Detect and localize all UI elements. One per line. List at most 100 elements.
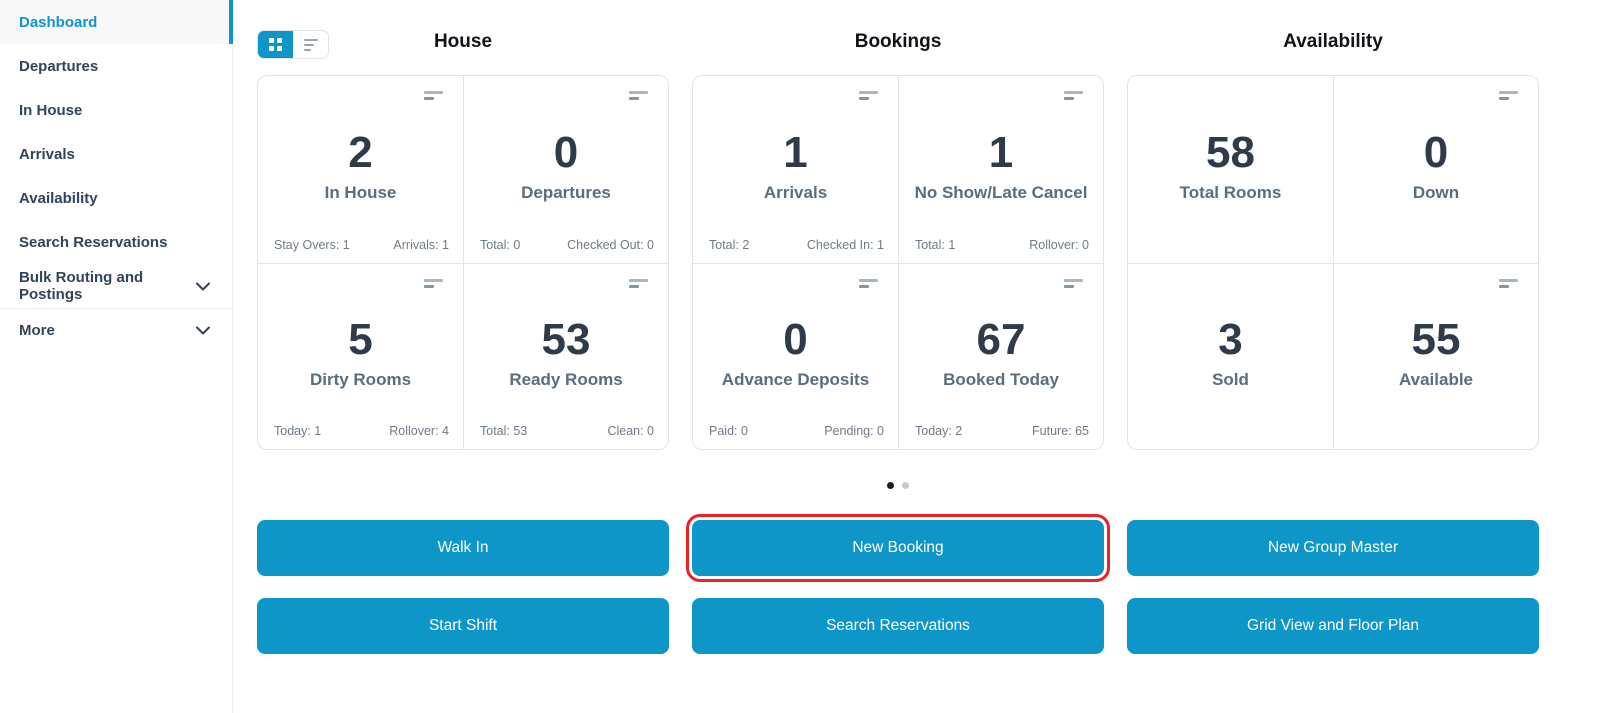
- action-button-row: Walk In New Booking New Group Master: [233, 514, 1610, 582]
- card-footer-right: Future: 65: [1032, 424, 1089, 438]
- pagination-dot-active[interactable]: [887, 482, 894, 489]
- card-footer: Total: 2 Checked In: 1: [709, 238, 884, 252]
- card-footer: Today: 2 Future: 65: [915, 424, 1089, 438]
- list-view-button[interactable]: [293, 31, 328, 58]
- new-booking-button[interactable]: New Booking: [686, 514, 1110, 582]
- stat-group: 58 Total Rooms 0 Down 3 Sold 55 Available: [1127, 75, 1539, 450]
- stat-card[interactable]: 58 Total Rooms: [1128, 76, 1333, 263]
- chevron-down-icon: [196, 282, 210, 291]
- stat-card[interactable]: 1 Arrivals Total: 2 Checked In: 1: [693, 76, 898, 263]
- card-menu-icon[interactable]: [424, 91, 443, 100]
- stat-label: Advance Deposits: [721, 369, 870, 389]
- group-titles: House Bookings Availability: [233, 31, 1610, 53]
- list-view-icon: [303, 38, 318, 51]
- card-menu-icon[interactable]: [859, 278, 878, 288]
- card-footer-left: Total: 2: [709, 237, 750, 252]
- card-footer-left: Total: 0: [480, 237, 521, 252]
- card-footer-left: Total: 53: [480, 424, 528, 438]
- card-footer-right: Clean: 0: [607, 424, 654, 438]
- sidebar-item-label: Bulk Routing and Postings: [19, 269, 144, 303]
- stat-value: 53: [541, 314, 591, 364]
- card-footer: Total: 53 Clean: 0: [480, 424, 654, 438]
- sidebar-item-label: Arrivals: [19, 145, 75, 163]
- grid-view-icon: [269, 38, 282, 51]
- card-menu-icon[interactable]: [859, 91, 878, 100]
- stat-card[interactable]: 0 Departures Total: 0 Checked Out: 0: [463, 76, 668, 263]
- stat-group: 1 Arrivals Total: 2 Checked In: 1 1 No Show/L…: [692, 75, 1104, 450]
- sidebar-item-availability[interactable]: Availability: [0, 176, 232, 220]
- pagination-dot[interactable]: [902, 482, 909, 489]
- stat-value: 3: [1218, 314, 1243, 364]
- main-content: House Bookings Availability 2 In House Stay …: [233, 0, 1610, 713]
- sidebar-item-label: Departures: [19, 57, 99, 75]
- stat-label: No Show/Late Cancel: [914, 182, 1088, 202]
- walk-in-button[interactable]: Walk In: [257, 520, 669, 576]
- stat-label: Ready Rooms: [509, 369, 623, 389]
- group-title: Availability: [1283, 31, 1383, 52]
- stat-label: Arrivals: [763, 182, 828, 202]
- card-menu-icon[interactable]: [1499, 91, 1518, 100]
- card-footer-right: Rollover: 0: [1029, 237, 1089, 252]
- stat-value: 58: [1206, 127, 1255, 177]
- sidebar-item-label: Search Reservations: [19, 233, 168, 251]
- sidebar-item-bulk-routing-and-postings[interactable]: Bulk Routing and Postings: [0, 264, 232, 308]
- card-footer: Total: 0 Checked Out: 0: [480, 238, 654, 252]
- stat-card[interactable]: 0 Down: [1333, 76, 1538, 263]
- start-shift-button[interactable]: Start Shift: [257, 598, 669, 654]
- stat-label: Total Rooms: [1179, 182, 1282, 202]
- group-title: House: [433, 31, 493, 52]
- new-group-master-button[interactable]: New Group Master: [1127, 520, 1539, 576]
- stat-card[interactable]: 2 In House Stay Overs: 1 Arrivals: 1: [258, 76, 463, 263]
- grid-view-button[interactable]: [258, 31, 293, 58]
- stat-label: Dirty Rooms: [309, 369, 412, 389]
- card-menu-icon[interactable]: [629, 278, 648, 288]
- header-row: House Bookings Availability: [233, 0, 1610, 75]
- card-menu-icon[interactable]: [424, 278, 443, 288]
- sidebar-item-dashboard[interactable]: Dashboard: [0, 0, 233, 44]
- stat-label: Departures: [521, 182, 611, 202]
- carousel-pagination: [257, 476, 1539, 494]
- sidebar-item-label: More: [19, 322, 55, 339]
- stat-value: 0: [1423, 127, 1449, 177]
- stat-label: Sold: [1212, 369, 1249, 389]
- stat-card[interactable]: 1 No Show/Late Cancel Total: 1 Rollover: 0: [898, 76, 1103, 263]
- stat-value: 0: [553, 127, 579, 177]
- stat-value: 0: [783, 314, 808, 364]
- sidebar-item-search-reservations[interactable]: Search Reservations: [0, 220, 232, 264]
- sidebar-item-more[interactable]: More: [0, 308, 232, 352]
- card-footer-left: Stay Overs: 1: [274, 237, 350, 252]
- group-title: Bookings: [854, 31, 942, 52]
- card-menu-icon[interactable]: [1064, 278, 1083, 288]
- stat-card[interactable]: 3 Sold: [1128, 262, 1333, 450]
- stat-value: 1: [783, 127, 808, 177]
- sidebar-item-in-house[interactable]: In House: [0, 88, 232, 132]
- card-menu-icon[interactable]: [1499, 278, 1518, 288]
- card-footer-right: Checked In: 1: [806, 237, 884, 252]
- stat-value: 55: [1411, 314, 1461, 364]
- sidebar-item-departures[interactable]: Departures: [0, 44, 232, 88]
- search-reservations-button[interactable]: Search Reservations: [692, 598, 1104, 654]
- stat-label: Down: [1412, 182, 1460, 202]
- stat-card[interactable]: 5 Dirty Rooms Today: 1 Rollover: 4: [258, 262, 463, 450]
- grid-view-and-floor-plan-button[interactable]: Grid View and Floor Plan: [1127, 598, 1539, 654]
- card-footer-right: Pending: 0: [824, 424, 884, 438]
- card-footer-right: Rollover: 4: [389, 424, 449, 438]
- sidebar-item-label: Availability: [19, 189, 98, 207]
- card-menu-icon[interactable]: [1064, 91, 1083, 100]
- view-toggle: [257, 30, 329, 59]
- sidebar-item-label: In House: [19, 101, 83, 119]
- sidebar: Dashboard Departures In House Arrivals Avail…: [0, 0, 233, 713]
- card-menu-icon[interactable]: [629, 91, 648, 100]
- card-footer-left: Today: 1: [274, 424, 322, 438]
- stat-card[interactable]: 67 Booked Today Today: 2 Future: 65: [898, 262, 1103, 449]
- card-footer: Stay Overs: 1 Arrivals: 1: [274, 238, 449, 252]
- stat-label: Available: [1398, 369, 1474, 389]
- stat-card[interactable]: 55 Available: [1333, 262, 1538, 449]
- stat-card[interactable]: 53 Ready Rooms Total: 53 Clean: 0: [463, 262, 668, 449]
- stat-card[interactable]: 0 Advance Deposits Paid: 0 Pending: 0: [693, 262, 898, 450]
- sidebar-item-arrivals[interactable]: Arrivals: [0, 132, 232, 176]
- card-footer-left: Total: 1: [915, 237, 956, 252]
- action-button-row: Start Shift Search Reservations Grid View …: [233, 598, 1610, 654]
- sidebar-item-label: Dashboard: [19, 13, 98, 31]
